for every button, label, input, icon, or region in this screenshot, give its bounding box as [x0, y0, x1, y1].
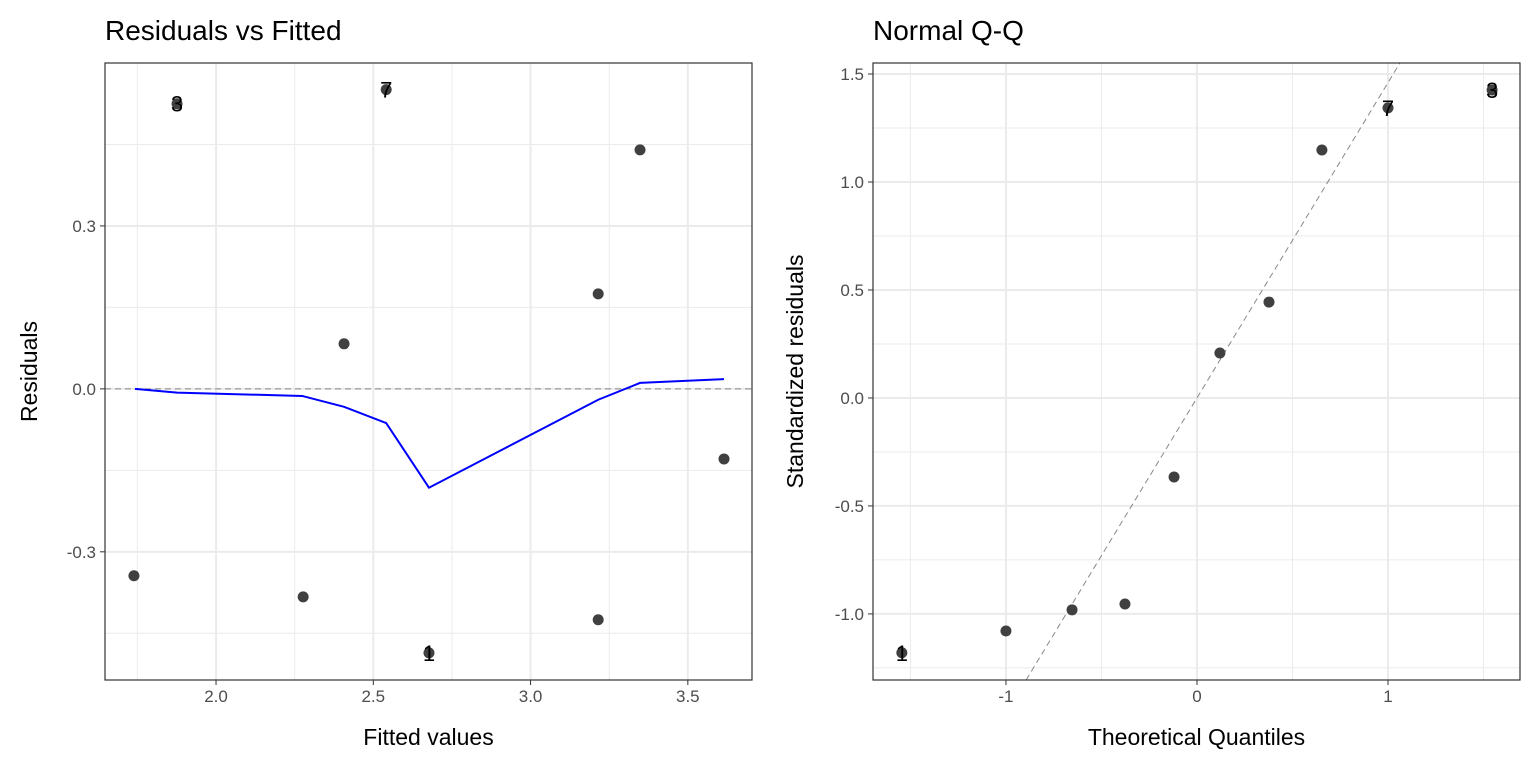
y-axis-label: Standardized residuals	[782, 255, 808, 489]
data-point	[1066, 604, 1078, 616]
data-point	[297, 591, 309, 603]
data-point	[423, 647, 435, 659]
panel-background	[105, 63, 752, 680]
point-label: 3	[171, 92, 183, 117]
data-point	[896, 647, 908, 659]
data-point	[1168, 471, 1180, 483]
x-tick-label: 2.0	[204, 687, 228, 706]
data-point	[380, 84, 392, 96]
chart-title: Normal Q-Q	[873, 15, 1024, 46]
data-point	[634, 144, 646, 156]
x-tick-label: -1	[998, 687, 1013, 706]
y-tick-label: 1.5	[840, 65, 864, 84]
y-tick-label: 0.3	[72, 217, 96, 236]
data-point	[1214, 347, 1226, 359]
smooth-line	[134, 378, 725, 490]
x-tick-label: 2.5	[361, 687, 385, 706]
x-tick-label: 3.0	[519, 687, 543, 706]
data-point	[592, 614, 604, 626]
data-point	[128, 570, 140, 582]
data-point	[1263, 296, 1275, 308]
x-tick-label: 3.5	[676, 687, 700, 706]
y-tick-label: 0.5	[840, 281, 864, 300]
point-label: 1	[896, 641, 908, 666]
x-tick-label: 1	[1383, 687, 1392, 706]
y-axis-label: Residuals	[16, 321, 42, 422]
chart-title: Residuals vs Fitted	[105, 15, 342, 46]
point-label: 7	[380, 78, 392, 103]
point-label: 7	[1382, 96, 1394, 121]
data-point	[1486, 84, 1498, 96]
y-tick-label: 0.0	[72, 380, 96, 399]
data-point	[1119, 598, 1131, 610]
point-label: 3	[1486, 78, 1498, 103]
y-tick-label: -1.0	[835, 605, 864, 624]
data-point	[1000, 625, 1012, 637]
x-tick-label: 0	[1192, 687, 1201, 706]
data-point	[718, 453, 730, 465]
y-tick-label: 0.0	[840, 389, 864, 408]
data-point	[1382, 102, 1394, 114]
qq-reference-line	[1025, 62, 1401, 681]
y-tick-label: 1.0	[840, 173, 864, 192]
data-point	[171, 98, 183, 110]
point-label: 1	[423, 641, 435, 666]
panel-border	[104, 62, 753, 681]
panel-1: 2.0 2.5 3.0 3.5 -0.3 0.0 0.3 3 7 1 Residuals vs Fi…	[16, 15, 753, 750]
panel-2: -1 0 1 -1.0 -0.5 0.0 0.5 1.0 1.5 1 7 3 Normal Q-Q The…	[782, 15, 1521, 750]
data-point	[338, 338, 350, 350]
y-tick-label: -0.5	[835, 497, 864, 516]
x-axis-label: Fitted values	[363, 724, 493, 750]
data-point	[592, 288, 604, 300]
y-tick-label: -0.3	[67, 543, 96, 562]
x-axis-label: Theoretical Quantiles	[1088, 724, 1305, 750]
data-point	[1316, 144, 1328, 156]
panel-border	[872, 62, 1521, 681]
